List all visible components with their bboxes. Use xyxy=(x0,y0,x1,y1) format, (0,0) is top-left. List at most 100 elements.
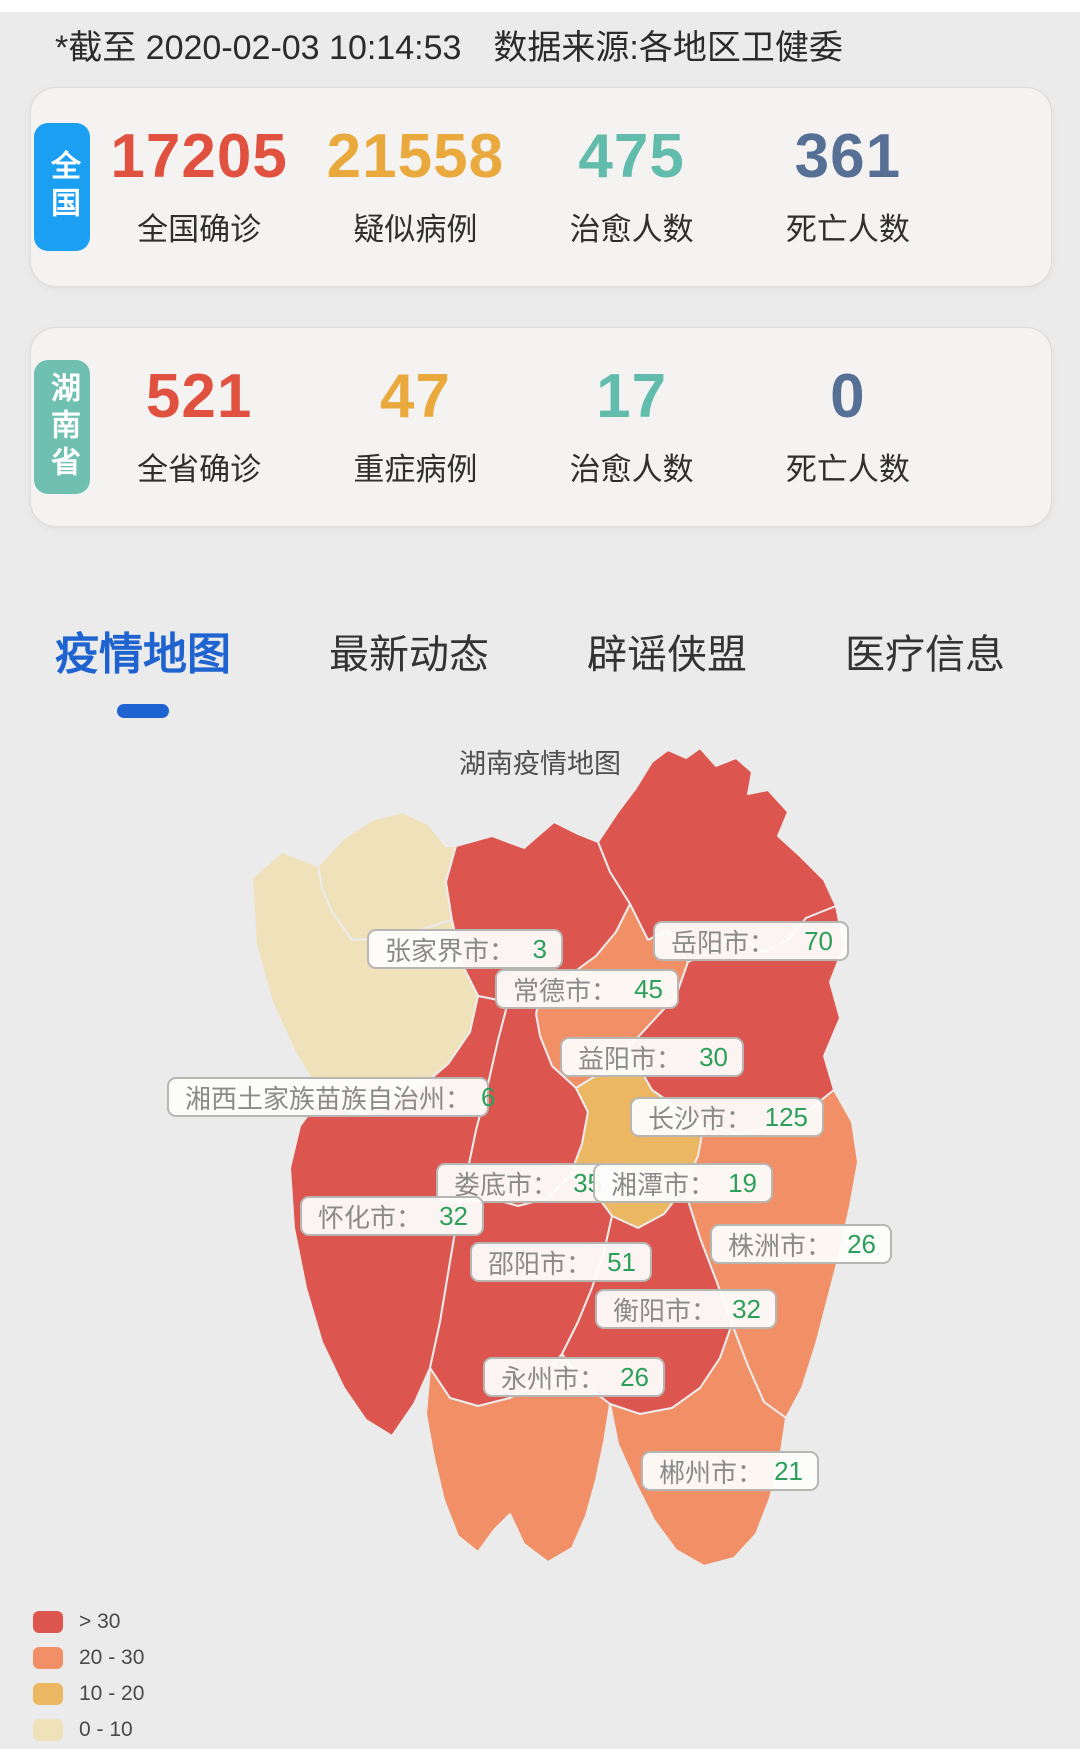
city-confirmed-count: 19 xyxy=(728,1167,757,1198)
province-tab-badge: 湖南省 xyxy=(34,360,90,494)
active-tab-indicator xyxy=(117,704,169,718)
tab-label: 最新动态 xyxy=(329,633,489,677)
city-name-separator: ： xyxy=(579,1363,606,1394)
map-label-changsha: 长沙市： 125 xyxy=(630,1097,824,1137)
map-label-yiyang: 益阳市： 30 xyxy=(560,1037,744,1077)
city-name: 常德市 xyxy=(513,975,592,1006)
legend-label: 10 - 20 xyxy=(79,1682,145,1705)
city-name: 邵阳市 xyxy=(488,1248,567,1279)
stat-label: 治愈人数 xyxy=(569,451,694,487)
city-name-separator: ： xyxy=(726,1103,753,1134)
city-name: 永州市 xyxy=(501,1363,580,1394)
city-name-separator: ： xyxy=(749,927,776,958)
legend-swatch-high xyxy=(33,1611,63,1633)
city-label-text: 张家界市： xyxy=(385,931,515,968)
city-name-separator: ： xyxy=(737,1457,764,1488)
legend-item-mid: 20 - 30 xyxy=(33,1646,144,1670)
stat-value: 47 xyxy=(379,361,451,431)
city-name: 郴州市 xyxy=(659,1457,738,1488)
stat-item-治愈人数: 475 治愈人数 xyxy=(524,121,740,249)
city-confirmed-count: 32 xyxy=(439,1200,468,1231)
stat-value: 361 xyxy=(794,121,902,191)
map-label-zhuzhou: 株洲市： 26 xyxy=(710,1224,892,1264)
city-label-text: 怀化市： xyxy=(318,1198,422,1235)
map-label-chenzhou: 郴州市： 21 xyxy=(641,1451,819,1491)
map-label-shaoyang: 邵阳市： 51 xyxy=(470,1242,652,1282)
city-confirmed-count: 26 xyxy=(847,1228,876,1259)
legend-item-minimal: 0 - 10 xyxy=(33,1718,133,1742)
city-name: 衡阳市 xyxy=(613,1295,692,1326)
stat-label: 死亡人数 xyxy=(785,211,910,247)
legend-item-high: > 30 xyxy=(33,1610,120,1634)
city-name-separator: ： xyxy=(691,1295,718,1326)
tab-medical-info[interactable]: 医疗信息 xyxy=(845,618,1005,680)
city-label-text: 郴州市： xyxy=(659,1453,763,1490)
city-name: 岳阳市 xyxy=(671,927,750,958)
legend-swatch-mid xyxy=(33,1647,63,1669)
tab-latest-news[interactable]: 最新动态 xyxy=(329,618,489,680)
city-label-text: 岳阳市： xyxy=(671,923,775,960)
stat-item-治愈人数: 17 治愈人数 xyxy=(524,361,740,489)
city-name-separator: ： xyxy=(489,935,516,966)
city-label-text: 湘潭市： xyxy=(611,1165,715,1202)
city-name-separator: ： xyxy=(591,975,618,1006)
stat-label: 疑似病例 xyxy=(353,211,478,247)
legend-label: 20 - 30 xyxy=(79,1646,145,1669)
stat-item-重症病例: 47 重症病例 xyxy=(307,361,523,489)
stat-value: 0 xyxy=(830,361,866,431)
legend-label: > 30 xyxy=(79,1610,121,1633)
city-label-text: 株洲市： xyxy=(728,1226,832,1263)
map-label-yongzhou: 永州市： 26 xyxy=(483,1357,665,1397)
stat-label: 全国确诊 xyxy=(137,211,262,247)
city-confirmed-count: 6 xyxy=(481,1081,496,1112)
city-confirmed-count: 30 xyxy=(699,1041,728,1072)
city-label-text: 娄底市： xyxy=(454,1165,558,1202)
map-label-xiangxi: 湘西土家族苗族自治州： 6 xyxy=(167,1077,496,1117)
city-label-text: 永州市： xyxy=(501,1359,605,1396)
map-label-yueyang: 岳阳市： 70 xyxy=(653,921,849,961)
legend-swatch-minimal xyxy=(33,1719,63,1741)
legend-label: 0 - 10 xyxy=(79,1718,133,1741)
stat-value: 17205 xyxy=(110,121,288,191)
city-confirmed-count: 21 xyxy=(774,1455,803,1486)
nav-tabs: 疫情地图 最新动态 辟谣侠盟 医疗信息 xyxy=(55,618,1005,718)
city-label-text: 长沙市： xyxy=(648,1099,752,1136)
map-label-hengyang: 衡阳市： 32 xyxy=(595,1289,777,1329)
tab-label: 疫情地图 xyxy=(55,630,231,679)
stat-item-死亡人数: 361 死亡人数 xyxy=(740,121,956,249)
stat-label: 重症病例 xyxy=(353,451,478,487)
city-name: 娄底市 xyxy=(454,1169,533,1200)
national-tab-badge: 全国 xyxy=(34,123,90,251)
stat-label: 死亡人数 xyxy=(785,451,910,487)
city-name: 张家界市 xyxy=(385,935,490,966)
city-label-text: 邵阳市： xyxy=(488,1244,592,1281)
hunan-epidemic-map xyxy=(251,747,859,1567)
province-stats: 521 全省确诊 47 重症病例 17 治愈人数 0 死亡人数 xyxy=(91,328,956,526)
city-name: 株洲市 xyxy=(728,1230,807,1261)
stat-label: 治愈人数 xyxy=(569,211,694,247)
tab-rumor-debunk[interactable]: 辟谣侠盟 xyxy=(587,618,747,680)
city-name: 长沙市 xyxy=(648,1103,727,1134)
map-label-xiangtan: 湘潭市： 19 xyxy=(593,1163,773,1203)
stat-value: 475 xyxy=(578,121,685,191)
tab-epidemic-map[interactable]: 疫情地图 xyxy=(55,618,231,718)
tab-label: 辟谣侠盟 xyxy=(587,633,747,677)
national-stats: 17205 全国确诊 21558 疑似病例 475 治愈人数 361 死亡人数 xyxy=(91,88,956,286)
city-name: 益阳市 xyxy=(578,1043,657,1074)
stat-value: 17 xyxy=(596,361,668,431)
city-name: 湘潭市 xyxy=(611,1169,690,1200)
city-confirmed-count: 3 xyxy=(532,933,547,964)
stat-item-疑似病例: 21558 疑似病例 xyxy=(307,125,523,249)
map-label-huaihua: 怀化市： 32 xyxy=(300,1196,484,1236)
city-name-separator: ： xyxy=(396,1202,423,1233)
source-note: 数据来源:各地区卫健委 xyxy=(493,29,843,67)
city-name-separator: ： xyxy=(566,1248,593,1279)
city-name-separator: ： xyxy=(656,1043,683,1074)
city-confirmed-count: 32 xyxy=(732,1293,761,1324)
national-stats-card: 全国 17205 全国确诊 21558 疑似病例 475 治愈人数 361 死亡人数 xyxy=(30,87,1052,287)
top-strip xyxy=(0,0,1080,12)
city-label-text: 常德市： xyxy=(513,971,617,1008)
city-confirmed-count: 70 xyxy=(804,925,833,956)
stat-value: 521 xyxy=(145,361,253,431)
